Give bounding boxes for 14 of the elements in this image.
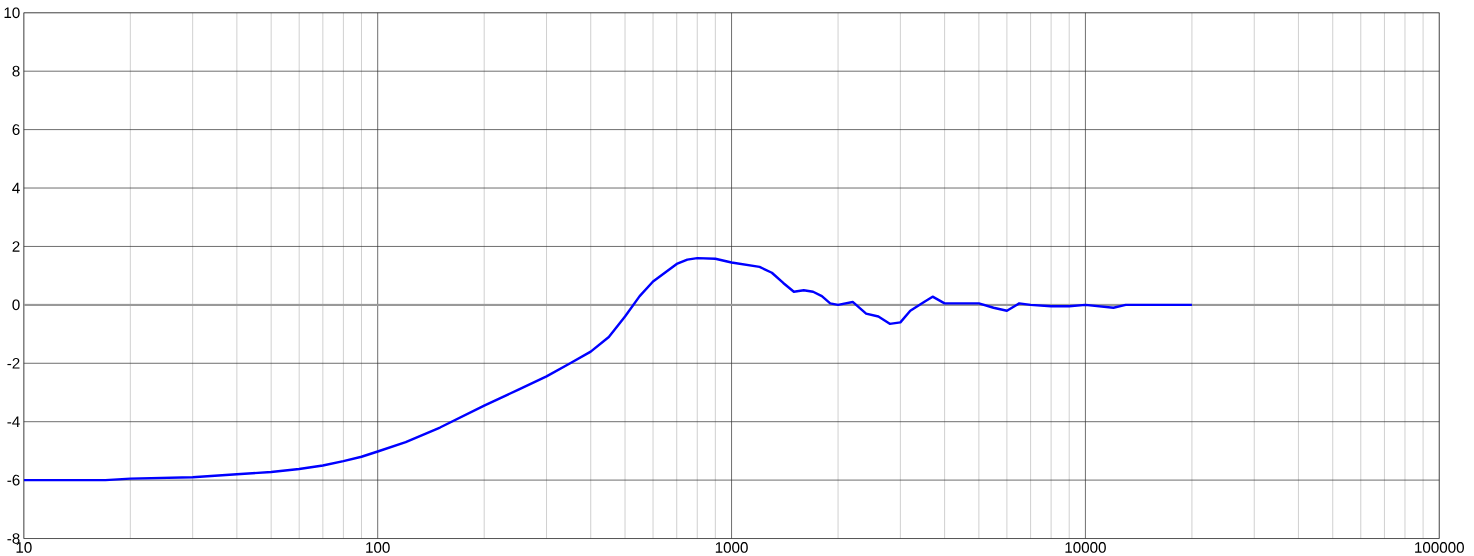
y-tick-label: -6 [7,474,20,486]
y-tick-label: 4 [12,182,20,194]
y-tick-label: 8 [12,65,20,77]
y-tick-label: 6 [12,124,20,135]
y-tick-label: -8 [7,533,20,544]
y-tick-label: 10 [4,7,20,19]
x-tick-label: 100 [366,542,390,553]
x-tick-label: 1000 [715,542,748,553]
y-tick-label: -4 [7,416,20,427]
y-tick-label: 0 [12,299,20,311]
x-tick-label: 10000 [1065,542,1106,553]
x-tick-label: 100000 [1415,542,1464,553]
y-tick-label: 2 [12,241,20,252]
y-tick-label: -2 [7,357,20,369]
